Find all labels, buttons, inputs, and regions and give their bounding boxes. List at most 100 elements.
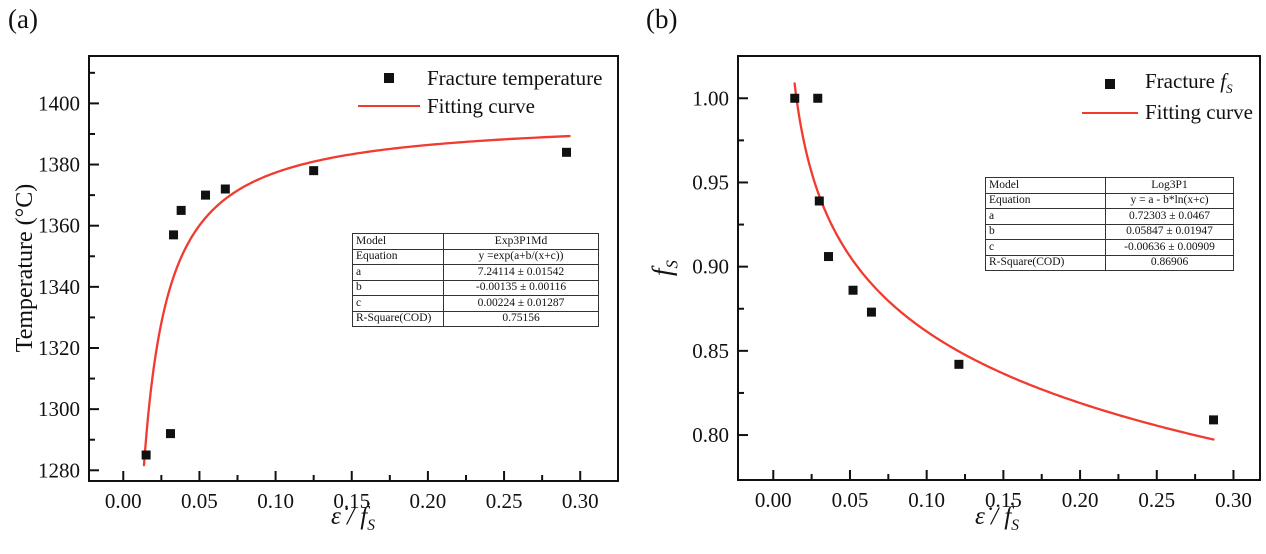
fit-table-key: Model — [985, 177, 1106, 194]
fit-table-row: Model Exp3P1Md — [352, 233, 599, 250]
data-point — [201, 190, 211, 200]
fit-table-value: 0.72303 ± 0.0467 — [1105, 208, 1234, 225]
legend-a: Fracture temperature Fitting curve — [358, 64, 603, 120]
fit-table-row: b -0.00135 ± 0.00116 — [352, 279, 599, 297]
x-tick-label: 0.00 — [105, 489, 142, 513]
y-tick-label: 0.90 — [692, 255, 729, 279]
x-tick-label: 0.30 — [1215, 488, 1252, 512]
data-point — [1209, 415, 1219, 425]
fit-table-key: R-Square(COD) — [985, 254, 1106, 272]
x-tick-label: 0.10 — [257, 489, 294, 513]
fitting-curve — [793, 82, 1215, 441]
x-tick-label: 0.20 — [1062, 488, 1099, 512]
data-point — [176, 205, 186, 215]
fit-table-key: b — [352, 279, 444, 297]
legend-label: Fitting curve — [1145, 100, 1253, 124]
legend-entry-scatter: Fracture temperature — [358, 64, 603, 92]
legend-marker-box — [358, 73, 420, 83]
fit-table-key: b — [985, 223, 1106, 241]
fit-table-value: -0.00135 ± 0.00116 — [443, 279, 599, 297]
legend-label-f: f — [1220, 69, 1227, 94]
legend-entry-scatter: Fracture fS — [1082, 69, 1253, 98]
legend-label: Fracture temperature — [427, 65, 603, 90]
legend-label: Fracture fS — [1145, 69, 1233, 97]
x-axis-title-b-main: ε̇ / ḟ — [975, 503, 1012, 530]
y-tick-label: 1400 — [38, 91, 80, 115]
fit-table-row: Equation y = a - b*ln(x+c) — [985, 192, 1234, 210]
fit-table-key: Equation — [352, 248, 444, 266]
fit-table-key: c — [985, 239, 1106, 256]
axis-frame — [737, 55, 1261, 481]
panel-label-b: (b) — [646, 4, 678, 34]
x-tick-label: 0.25 — [486, 489, 523, 513]
y-axis-title-b-sub: S — [662, 260, 682, 269]
tick-labels: 0.00 0.05 0.10 0.15 0.20 0.25 0.30 0.80 0.85 0.90… — [692, 86, 1252, 512]
x-tick-label: 0.00 — [755, 488, 792, 512]
fit-table-key: a — [985, 208, 1106, 225]
fit-table-row: Model Log3P1 — [985, 177, 1234, 194]
chart-panel-b: 0.00 0.05 0.10 0.15 0.20 0.25 0.30 0.80 0.85 0.90… — [692, 55, 1261, 512]
chart-panel-a: 0.00 0.05 0.10 0.15 0.20 0.25 0.30 1280 1300 1320… — [38, 55, 619, 513]
fit-table-value: 0.75156 — [443, 310, 599, 328]
x-axis-title-a-main: ε̇ / ḟ — [331, 503, 368, 530]
data-point — [220, 184, 230, 194]
fit-table-row: b 0.05847 ± 0.01947 — [985, 223, 1234, 241]
fitting-curve — [142, 134, 571, 467]
fit-table-value: 0.05847 ± 0.01947 — [1105, 223, 1234, 241]
fit-table-value: -0.00636 ± 0.00909 — [1105, 239, 1234, 256]
fit-table-value: 0.00224 ± 0.01287 — [443, 295, 599, 312]
fit-table-row: c -0.00636 ± 0.00909 — [985, 239, 1234, 256]
fit-table-value: 7.24114 ± 0.01542 — [443, 264, 599, 281]
scatter-series — [141, 147, 572, 460]
legend-label-sub: S — [1226, 81, 1233, 97]
fit-table-row: a 7.24114 ± 0.01542 — [352, 264, 599, 281]
y-tick-label: 0.85 — [692, 339, 729, 363]
data-point — [309, 166, 319, 176]
y-axis-title-b-main: f — [647, 268, 677, 276]
fit-parameters-table-a: Model Exp3P1Md Equation y =exp(a+b/(x+c)) a 7… — [352, 233, 599, 328]
square-marker-icon — [384, 73, 394, 83]
x-axis-title-b-sub: S — [1011, 517, 1019, 534]
scatter-series — [790, 93, 1219, 425]
x-tick-label: 0.30 — [562, 489, 599, 513]
tick-labels: 0.00 0.05 0.10 0.15 0.20 0.25 0.30 1280 1300 1320… — [38, 91, 599, 513]
data-point — [813, 93, 823, 103]
data-point — [848, 285, 858, 295]
y-tick-label: 1.00 — [692, 86, 729, 110]
legend-label-pre: Fracture — [1145, 69, 1221, 94]
y-axis-title-a: Temperature (°C) — [12, 183, 38, 353]
x-tick-label: 0.05 — [181, 489, 218, 513]
data-point — [141, 450, 151, 460]
line-marker-icon — [358, 105, 420, 107]
fit-table-key: c — [352, 295, 444, 312]
y-tick-label: 1380 — [38, 153, 80, 177]
fit-table-value: y = a - b*ln(x+c) — [1105, 192, 1234, 210]
legend-entry-fit: Fitting curve — [358, 92, 603, 120]
data-point — [790, 93, 800, 103]
x-tick-label: 0.15 — [333, 489, 370, 513]
x-tick-label: 0.05 — [832, 488, 869, 512]
fit-table-key: Model — [352, 233, 444, 250]
axis-ticks — [739, 97, 1235, 479]
data-point — [954, 359, 964, 369]
fit-table-value: Log3P1 — [1105, 177, 1234, 194]
x-axis-title-a-sub: S — [367, 517, 375, 534]
legend-label: Fitting curve — [427, 93, 535, 118]
x-axis-title-b: ε̇ / ḟS — [897, 503, 1097, 535]
fit-table-key: Equation — [985, 192, 1106, 210]
panel-label-a: (a) — [8, 4, 38, 34]
legend-marker-box — [1082, 78, 1138, 89]
y-tick-label: 0.95 — [692, 170, 729, 194]
y-tick-label: 1360 — [38, 214, 80, 238]
y-tick-label: 1280 — [38, 458, 80, 482]
data-point — [814, 196, 824, 206]
line-marker-icon — [1082, 111, 1138, 114]
data-point — [866, 307, 876, 317]
square-marker-icon — [1105, 78, 1115, 89]
y-tick-label: 1340 — [38, 275, 80, 299]
axis-frame — [88, 55, 619, 482]
fit-table-value: Exp3P1Md — [443, 233, 599, 250]
x-tick-label: 0.15 — [985, 488, 1022, 512]
